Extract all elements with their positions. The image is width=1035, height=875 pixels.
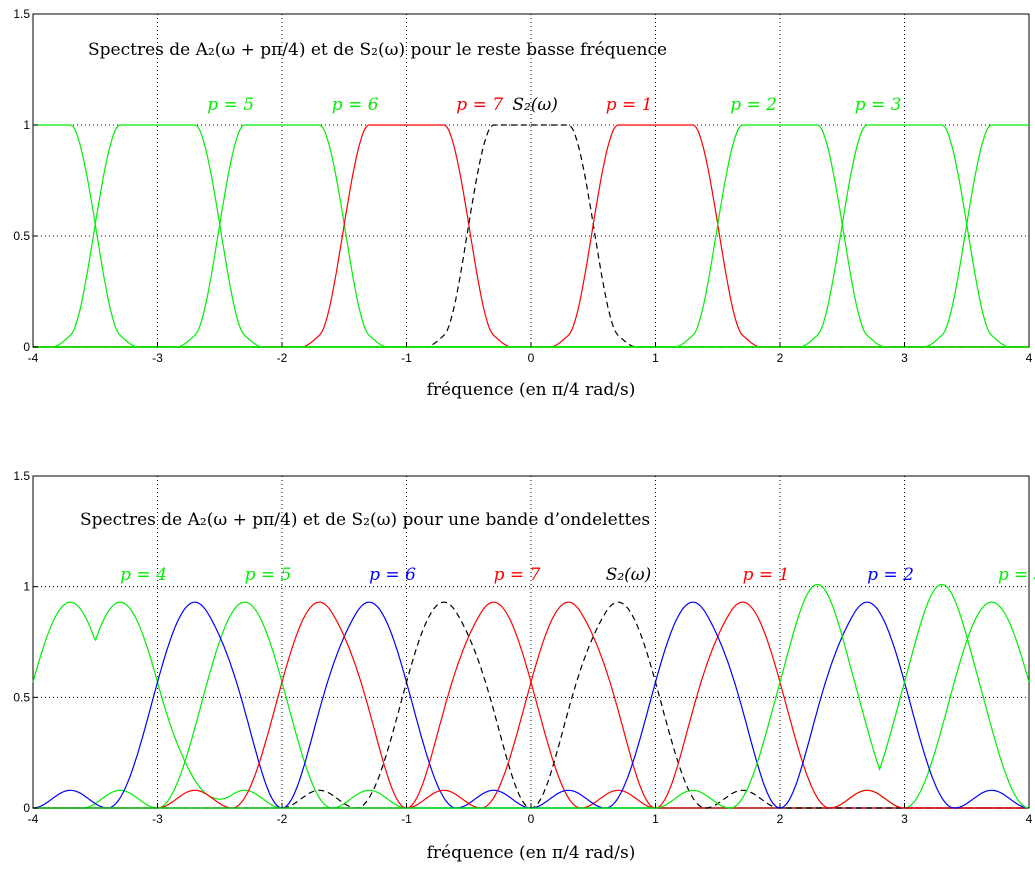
x-tick-label: 4 <box>1026 351 1033 365</box>
series-label: p = 4 <box>120 565 167 585</box>
x-tick-label: -2 <box>277 351 288 365</box>
y-tick-label: 1 <box>23 118 30 132</box>
series-label: p = 7 <box>456 95 503 115</box>
grid <box>33 476 1029 808</box>
x-tick-label: 0 <box>528 812 535 826</box>
x-tick-label: 1 <box>652 351 659 365</box>
series-label: p = 3 <box>998 565 1035 585</box>
x-axis-label: fréquence (en π/4 rad/s) <box>427 843 636 863</box>
y-tick-label: 0.5 <box>13 690 30 704</box>
series-label: p = 1 <box>606 95 653 115</box>
x-tick-label: -3 <box>152 812 163 826</box>
y-tick-label: 1 <box>23 580 30 594</box>
x-tick-label: -2 <box>277 812 288 826</box>
chart-low-frequency: -4 -3 -2 -1 0 1 2 3 4 0 0.5 1 1.5 p = 5 p = 6 p = 7 S₂(… <box>13 7 1032 400</box>
chart-title: Spectres de A₂(ω + pπ/4) et de S₂(ω) pou… <box>80 510 650 530</box>
x-tick-label: -4 <box>28 351 39 365</box>
x-tick-label: -4 <box>28 812 39 826</box>
y-tick-label: 0 <box>23 340 30 354</box>
series-label: S₂(ω) <box>606 565 652 585</box>
series-label: p = 6 <box>369 565 416 585</box>
x-tick-label: -1 <box>401 351 412 365</box>
x-tick-label: 3 <box>901 812 908 826</box>
series-labels: p = 4 p = 5 p = 6 p = 7 S₂(ω) p = 1 p = 2 p = 3 <box>120 565 1035 585</box>
y-tick-label: 0.5 <box>13 229 30 243</box>
series-label: p = 6 <box>332 95 379 115</box>
ticks: -4 -3 -2 -1 0 1 2 3 4 0 0.5 1 1.5 <box>13 469 1032 826</box>
series-label: p = 2 <box>867 565 914 585</box>
y-tick-label: 1.5 <box>13 469 30 483</box>
y-tick-label: 1.5 <box>13 7 30 21</box>
series-label: p = 5 <box>245 565 292 585</box>
x-tick-label: 2 <box>777 351 784 365</box>
x-tick-label: -1 <box>401 812 412 826</box>
x-tick-label: 2 <box>777 812 784 826</box>
series-labels: p = 5 p = 6 p = 7 S₂(ω) p = 1 p = 2 p = 3 <box>207 95 901 115</box>
x-tick-label: -3 <box>152 351 163 365</box>
series-label: p = 7 <box>494 565 541 585</box>
series-label: p = 1 <box>743 565 790 585</box>
ticks: -4 -3 -2 -1 0 1 2 3 4 0 0.5 1 1.5 <box>13 7 1032 365</box>
x-axis-label: fréquence (en π/4 rad/s) <box>427 380 636 400</box>
x-tick-label: 0 <box>528 351 535 365</box>
x-tick-label: 1 <box>652 812 659 826</box>
plot-frame <box>32 13 1030 348</box>
series-label: p = 2 <box>730 95 777 115</box>
series-label: p = 3 <box>855 95 902 115</box>
x-tick-label: 4 <box>1026 812 1033 826</box>
series-label: S₂(ω) <box>512 95 558 115</box>
chart-title: Spectres de A₂(ω + pπ/4) et de S₂(ω) pou… <box>88 40 667 60</box>
series-label: p = 5 <box>207 95 254 115</box>
y-tick-label: 0 <box>23 801 30 815</box>
x-tick-label: 3 <box>901 351 908 365</box>
